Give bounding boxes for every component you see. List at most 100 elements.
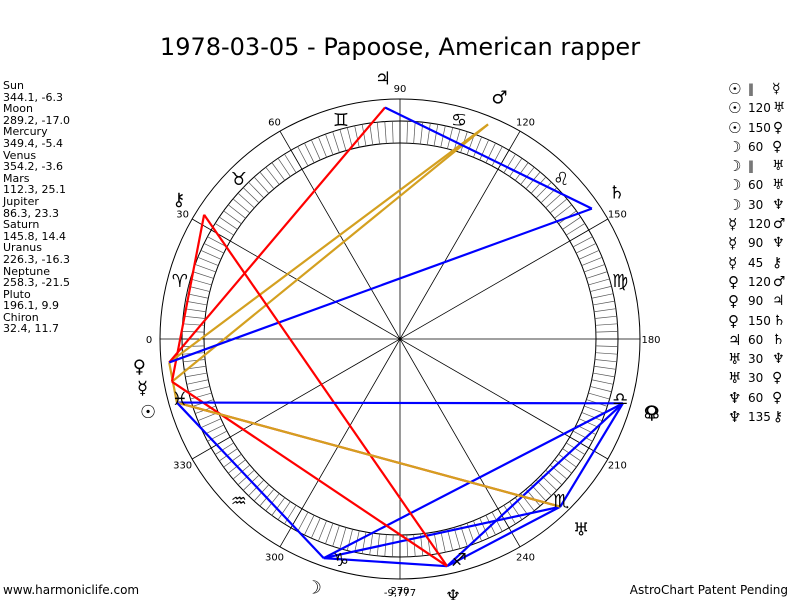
- ring-tick: [433, 124, 439, 147]
- position-name: Mercury: [3, 125, 48, 139]
- position-value: 145.8, 14.4: [3, 229, 66, 243]
- ring-tick: [453, 129, 461, 151]
- ring-tick: [578, 250, 600, 260]
- aspect-angle: 45: [748, 255, 764, 270]
- aspect-angle: 90: [748, 236, 764, 251]
- ring-tick: [284, 153, 297, 173]
- aspect-row: ☉ 150 ♀: [728, 119, 785, 138]
- aspect-row: ☽ ‖ ♅: [728, 157, 785, 176]
- ring-tick: [503, 505, 516, 525]
- position-value: 32.4, 11.7: [3, 322, 59, 336]
- ring-tick: [592, 372, 615, 378]
- leo-icon: ♌: [553, 169, 569, 190]
- ring-tick: [277, 501, 291, 520]
- aspect-planet-2-icon: ♅: [772, 177, 785, 194]
- degree-label: 120: [516, 118, 535, 129]
- ring-tick: [376, 122, 380, 145]
- ring-tick: [376, 533, 380, 556]
- aspect-angle: 150: [748, 120, 771, 135]
- ring-tick: [590, 285, 612, 292]
- ring-tick: [554, 459, 573, 474]
- moon-icon: ☽: [306, 577, 322, 598]
- ring-tick: [318, 136, 327, 158]
- position-name: Sun: [3, 79, 24, 92]
- aspect-line: [168, 123, 489, 364]
- aspect-planet-1-icon: ♆: [728, 408, 742, 427]
- ring-tick: [227, 204, 246, 219]
- ring-tick: [588, 392, 610, 400]
- ring-tick: [595, 352, 618, 355]
- aspect-planet-2-icon: ♀: [772, 138, 783, 155]
- gemini-icon: ♊: [333, 110, 349, 131]
- position-value: 344.1, -6.3: [3, 90, 63, 104]
- aspect-angle: 60: [748, 390, 764, 405]
- ring-tick: [406, 121, 408, 144]
- ring-tick: [594, 365, 616, 370]
- ring-tick: [479, 517, 489, 539]
- aspect-angle: 60: [748, 332, 764, 347]
- sun-icon: ☉: [140, 402, 156, 423]
- ring-tick: [197, 257, 219, 266]
- ring-tick: [214, 442, 234, 455]
- ring-tick: [188, 285, 210, 292]
- ring-tick: [182, 331, 205, 333]
- aspect-row: ☿ 90 ♆: [728, 234, 785, 253]
- aspect-row: ♆ 60 ♀: [728, 389, 785, 408]
- position-name: Pluto: [3, 287, 31, 301]
- ring-tick: [248, 181, 265, 199]
- ring-tick: [426, 123, 431, 145]
- ring-tick: [277, 158, 291, 177]
- ring-tick: [509, 158, 523, 177]
- aspect-angle: 60: [748, 139, 764, 154]
- aspect-line: [176, 401, 623, 405]
- virgo-icon: ♍: [612, 271, 628, 292]
- ring-tick: [566, 442, 586, 455]
- degree-label: 210: [608, 461, 627, 472]
- aspect-angle: 120: [748, 274, 771, 289]
- ring-tick: [297, 146, 309, 167]
- aspect-row: ☉ 120 ♅: [728, 99, 785, 118]
- aspect-line: [171, 123, 489, 383]
- libra-icon: ♎: [612, 389, 628, 410]
- aspect-planet-1-icon: ☽: [728, 176, 742, 195]
- position-name: Jupiter: [3, 194, 39, 208]
- aspect-line: [203, 214, 448, 567]
- aspect-planet-2-icon: ♀: [772, 370, 783, 387]
- aries-icon: ♈: [172, 271, 188, 292]
- degree-label: 270: [390, 586, 409, 597]
- aspect-row: ♀ 150 ♄: [728, 312, 785, 331]
- ring-tick: [479, 139, 489, 161]
- ring-tick: [591, 379, 614, 385]
- aspect-row: ♅ 30 ♀: [728, 369, 785, 388]
- aspect-planet-2-icon: ♅: [772, 100, 786, 117]
- position-name: Moon: [3, 102, 33, 116]
- ring-tick: [318, 520, 327, 542]
- pluto-icon: ♀: [645, 403, 658, 424]
- ring-tick: [207, 430, 228, 442]
- aspect-planet-1-icon: ☉: [728, 118, 742, 137]
- aspect-planet-1-icon: ♀: [728, 272, 739, 291]
- ring-tick: [183, 315, 206, 319]
- aspect-planet-1-icon: ♀: [728, 311, 739, 330]
- degree-label: 60: [268, 118, 281, 129]
- aspect-row: ☉ ‖ ☿: [728, 80, 785, 99]
- aspect-row: ♀ 120 ♂: [728, 273, 785, 292]
- ring-tick: [558, 453, 577, 468]
- ring-tick: [186, 379, 209, 385]
- ring-tick: [325, 523, 334, 544]
- aspect-list: ☉ ‖ ☿ ☉ 120 ♅ ☉ 150 ♀ ☽ 60 ♀ ☽ ‖ ♅ ☽ 60 ♅ ☽ 30 ♆ ☿ 120 ♂ ☿ 90 ♆ ☿ 45…: [728, 80, 785, 427]
- ring-tick: [581, 257, 603, 266]
- position-value: 226.3, -16.3: [3, 252, 70, 266]
- ring-tick: [369, 533, 374, 555]
- degree-label: 240: [516, 552, 535, 563]
- ring-tick: [304, 515, 315, 536]
- footer-website[interactable]: www.harmoniclife.com: [3, 583, 140, 597]
- ring-tick: [185, 300, 208, 306]
- chart-title: 1978-03-05 - Papoose, American rapper: [159, 33, 641, 61]
- aspect-planet-2-icon: ♆: [772, 196, 785, 213]
- mars-icon: ♂: [491, 88, 507, 109]
- degree-label: 180: [641, 335, 660, 346]
- ring-tick: [183, 359, 206, 363]
- ring-tick: [223, 210, 242, 225]
- position-value: 349.4, -5.4: [3, 136, 63, 150]
